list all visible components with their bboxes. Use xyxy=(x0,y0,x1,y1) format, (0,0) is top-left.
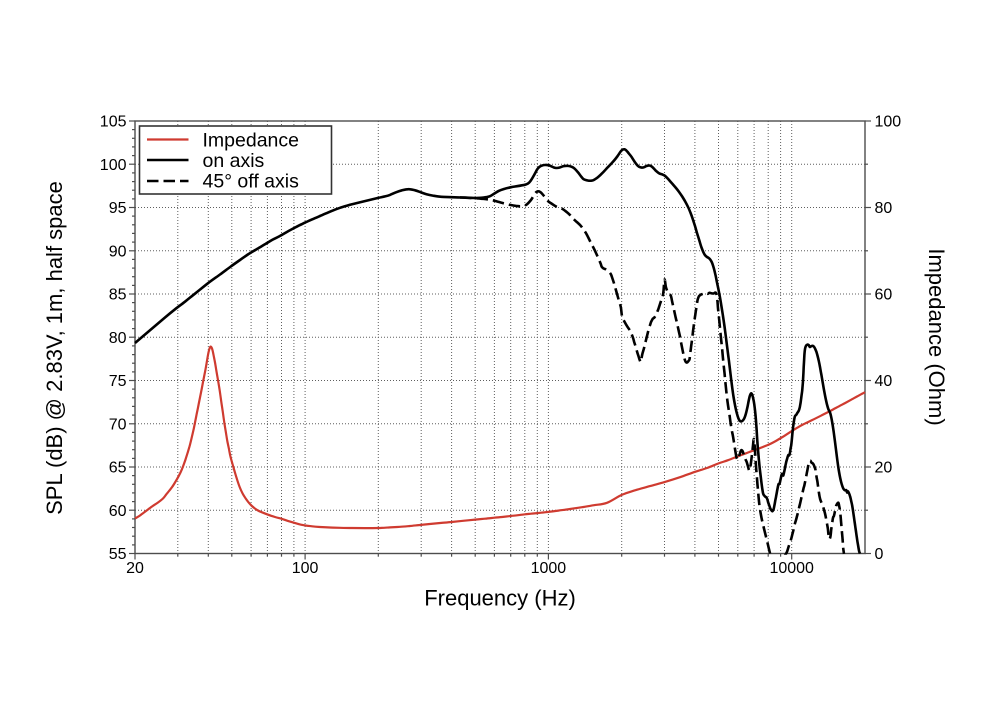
svg-text:Impedance: Impedance xyxy=(203,130,299,152)
svg-text:100: 100 xyxy=(292,560,319,577)
svg-text:65: 65 xyxy=(109,460,127,477)
svg-text:90: 90 xyxy=(109,243,127,260)
svg-text:Impedance (Ohm): Impedance (Ohm) xyxy=(924,248,949,425)
svg-text:75: 75 xyxy=(109,373,127,390)
svg-text:20: 20 xyxy=(875,460,893,477)
svg-text:100: 100 xyxy=(100,157,127,174)
svg-text:95: 95 xyxy=(109,200,127,217)
svg-text:10000: 10000 xyxy=(769,560,814,577)
svg-text:70: 70 xyxy=(109,416,127,433)
svg-text:80: 80 xyxy=(109,330,127,347)
svg-text:60: 60 xyxy=(875,287,893,304)
svg-text:80: 80 xyxy=(875,200,893,217)
svg-text:20: 20 xyxy=(126,560,144,577)
svg-text:40: 40 xyxy=(875,373,893,390)
svg-text:on axis: on axis xyxy=(203,150,265,172)
svg-text:Frequency (Hz): Frequency (Hz) xyxy=(424,586,576,611)
svg-text:45° off axis: 45° off axis xyxy=(203,171,300,193)
svg-text:85: 85 xyxy=(109,287,127,304)
svg-text:55: 55 xyxy=(109,546,127,563)
svg-text:100: 100 xyxy=(875,114,902,131)
svg-text:60: 60 xyxy=(109,503,127,520)
svg-text:0: 0 xyxy=(875,546,884,563)
svg-text:SPL (dB) @ 2.83V, 1m, half spa: SPL (dB) @ 2.83V, 1m, half space xyxy=(42,181,67,515)
svg-text:105: 105 xyxy=(100,114,127,131)
svg-text:1000: 1000 xyxy=(531,560,567,577)
